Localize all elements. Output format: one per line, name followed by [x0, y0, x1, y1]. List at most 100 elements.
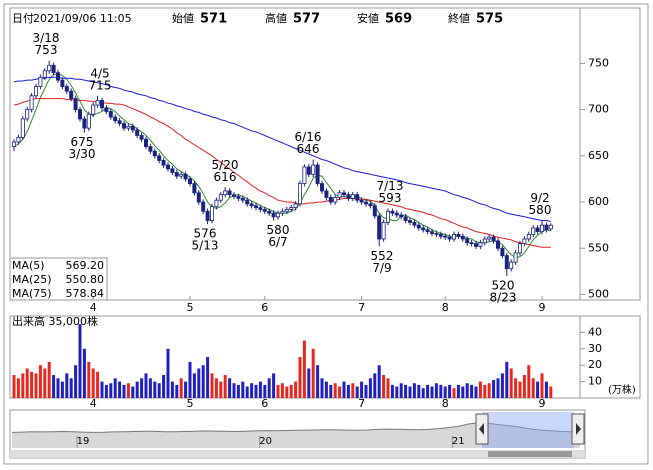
candle-body — [333, 197, 338, 203]
volume-bar — [65, 373, 69, 398]
volume-bar — [417, 384, 421, 398]
candle-body — [465, 238, 470, 244]
annotation-date: 6/7 — [268, 235, 287, 249]
candle-body — [341, 192, 346, 196]
candle-body — [306, 166, 311, 175]
candle-body — [16, 136, 21, 143]
candle-body — [297, 183, 302, 205]
volume-bar — [219, 381, 223, 398]
candle-body — [394, 212, 399, 216]
volume-bar — [333, 383, 337, 398]
candle-body — [165, 164, 170, 170]
candle-body — [51, 64, 56, 74]
candle-body — [504, 255, 509, 269]
header-label: 安値 — [357, 11, 379, 25]
candle-body — [64, 86, 69, 92]
candle-body — [487, 236, 492, 240]
candle-body — [346, 194, 351, 199]
volume-bar — [324, 381, 328, 398]
annotation-value: 753 — [35, 43, 58, 57]
candle-body — [201, 201, 206, 212]
volume-bar — [377, 365, 381, 398]
candle-body — [161, 160, 166, 166]
candle-body — [122, 123, 127, 129]
navigator-selection[interactable] — [482, 412, 574, 448]
volume-bar — [544, 381, 548, 398]
volume-bar — [483, 384, 487, 398]
candle-body — [460, 235, 465, 240]
volume-bar — [470, 384, 474, 398]
candle-body — [179, 173, 184, 177]
annotation-date: 7/13 — [377, 179, 404, 193]
legend-name: MA(25) — [12, 273, 52, 286]
legend-value: 578.84 — [66, 287, 105, 300]
candle-body — [289, 207, 294, 210]
volume-bar — [104, 384, 108, 398]
volume-bar — [30, 371, 34, 398]
candle-body — [170, 168, 175, 173]
volume-bar — [549, 386, 553, 398]
candle-body — [95, 100, 100, 106]
candle-body — [438, 233, 443, 237]
volume-bar — [60, 381, 64, 398]
candle-body — [434, 233, 439, 235]
candle-body — [47, 64, 52, 72]
navigator-scrollbar[interactable] — [10, 450, 585, 458]
candle-body — [540, 224, 545, 233]
volume-bar — [514, 378, 518, 398]
volume-bar — [184, 381, 188, 398]
candle-body — [535, 227, 540, 233]
candle-body — [531, 227, 536, 235]
volume-bar — [298, 357, 302, 398]
y-tick-label: 550 — [588, 241, 609, 254]
candle-body — [372, 205, 377, 217]
volume-bar — [91, 368, 95, 398]
volume-bar — [179, 378, 183, 398]
candle-body — [100, 100, 105, 109]
volume-y-tick-label: 10 — [588, 375, 602, 388]
candle-body — [522, 238, 527, 245]
volume-bar — [364, 384, 368, 398]
candle-body — [249, 203, 254, 207]
volume-y-tick-label: 20 — [588, 358, 602, 371]
header-value: 577 — [293, 12, 320, 27]
annotation-date: 4/5 — [90, 66, 109, 80]
x-tick-label: 6 — [261, 301, 268, 314]
volume-bar — [78, 324, 82, 398]
volume-bar — [197, 368, 201, 398]
candle-body — [157, 155, 162, 161]
volume-x-tick-label: 5 — [187, 397, 194, 410]
volume-bar — [258, 381, 262, 398]
volume-bar — [452, 388, 456, 398]
candle-body — [509, 261, 514, 269]
header-label: 終値 — [448, 11, 470, 25]
annotation-date: 6/16 — [295, 130, 322, 144]
volume-bar — [241, 381, 245, 398]
volume-bar — [338, 386, 342, 398]
volume-x-tick-label: 8 — [442, 397, 449, 410]
candle-body — [473, 243, 478, 247]
volume-bar — [505, 361, 509, 398]
volume-unit: (万株) — [608, 383, 636, 396]
annotation-date: 7/9 — [372, 261, 391, 275]
ma-line — [13, 76, 551, 222]
handle-arrow — [479, 423, 484, 435]
candle-body — [425, 229, 430, 233]
candle-body — [544, 224, 549, 231]
header-label: 高値 — [265, 11, 287, 25]
navigator-scroll-thumb[interactable] — [488, 451, 572, 457]
volume-bar — [153, 381, 157, 398]
volume-x-tick-label: 6 — [261, 397, 268, 410]
volume-bar — [263, 384, 267, 398]
volume-bar — [294, 381, 298, 398]
y-tick-label: 600 — [588, 195, 609, 208]
volume-bar — [461, 386, 465, 398]
candle-body — [368, 203, 373, 207]
volume-bar — [236, 384, 240, 398]
volume-bar — [170, 381, 174, 398]
volume-title: 出来高 35,000株 — [12, 314, 98, 328]
navigator-label: 21 — [452, 436, 465, 447]
candle-body — [280, 210, 285, 214]
candle-body — [91, 104, 96, 115]
candle-body — [271, 212, 276, 218]
